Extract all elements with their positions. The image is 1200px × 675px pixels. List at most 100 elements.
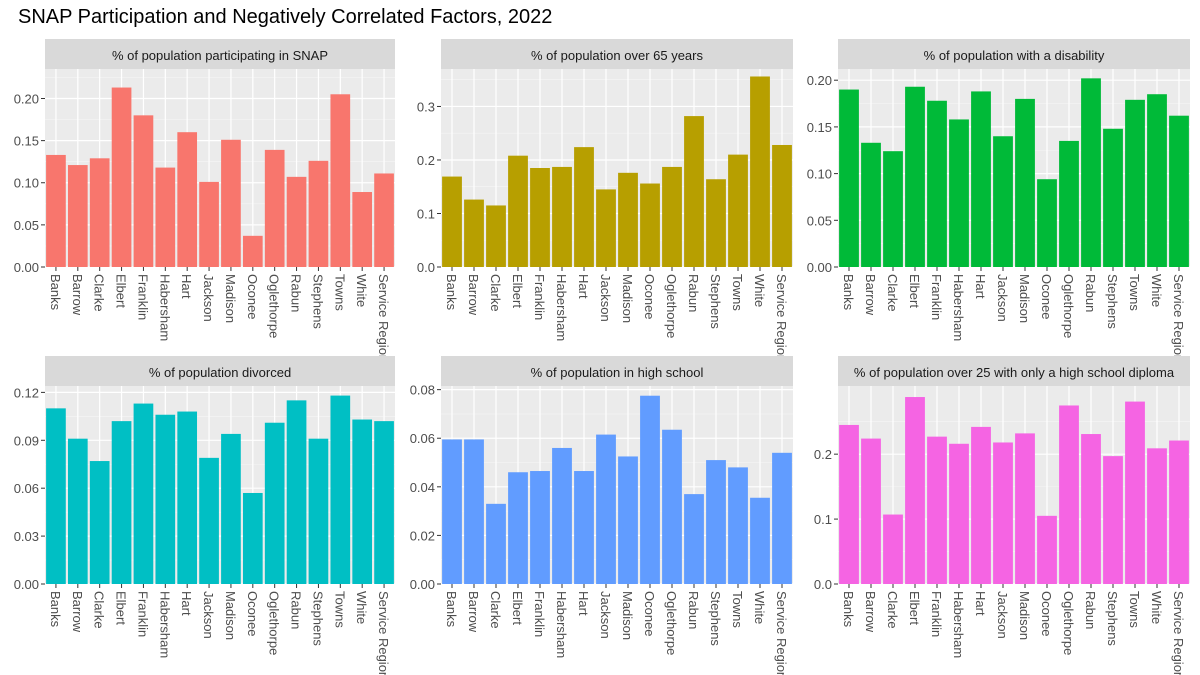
x-tick-label: Madison: [223, 591, 238, 640]
bar-service-region: [374, 421, 394, 584]
x-tick-label: Clarke: [885, 591, 900, 629]
bar-clarke: [883, 514, 903, 584]
x-tick-label: Stephens: [310, 591, 325, 646]
y-tick-label: 0.05: [14, 218, 39, 233]
x-tick-label: Madison: [620, 591, 635, 640]
y-tick-label: 0.04: [410, 480, 435, 495]
bar-hart: [971, 91, 991, 267]
x-tick-label: Jackson: [598, 591, 613, 639]
x-tick-label: White: [752, 274, 767, 307]
x-tick-label: Hart: [179, 274, 194, 299]
bar-clarke: [89, 461, 110, 584]
bar-service-region: [1169, 440, 1189, 584]
bar-rabun: [1081, 434, 1101, 584]
x-tick-label: Service Region: [774, 591, 789, 675]
x-tick-label: Jackson: [995, 274, 1010, 322]
x-tick-label: Habersham: [951, 274, 966, 341]
x-tick-label: Towns: [1127, 274, 1142, 311]
facet-strip: [45, 356, 395, 386]
x-tick-label: Oconee: [642, 274, 657, 320]
x-tick-label: White: [354, 591, 369, 624]
bar-oglethorpe: [264, 149, 285, 267]
bar-franklin: [927, 436, 947, 584]
x-tick-label: Hart: [576, 591, 591, 616]
bar-clarke: [486, 205, 506, 267]
x-tick-label: Elbert: [114, 591, 129, 625]
y-tick-label: 0.15: [807, 120, 832, 135]
x-tick-label: Oconee: [642, 591, 657, 637]
bar-barrow: [861, 142, 881, 267]
x-tick-label: Hart: [576, 274, 591, 299]
x-tick-label: Franklin: [135, 274, 150, 320]
x-tick-label: Hart: [973, 274, 988, 299]
bar-oconee: [1037, 179, 1057, 267]
x-tick-label: Elbert: [907, 591, 922, 625]
bar-service-region: [374, 173, 394, 267]
x-tick-label: Oglethorpe: [1061, 274, 1076, 338]
facet-5: % of population in high school 0.00 0.02 0.…: [410, 356, 793, 675]
bar-oconee: [1037, 515, 1057, 584]
bar-hart: [971, 426, 991, 584]
y-tick-label: 0.00: [807, 260, 832, 275]
y-tick-label: 0.05: [807, 213, 832, 228]
bar-habersham: [155, 414, 176, 584]
x-tick-label: Service Region: [774, 274, 789, 362]
y-tick-label: 0.10: [807, 167, 832, 182]
x-tick-label: Barrow: [863, 591, 878, 633]
y-tick-label: 0.1: [814, 512, 832, 527]
bar-hart: [177, 132, 198, 267]
bar-white: [352, 419, 373, 584]
figure-title: SNAP Participation and Negatively Correl…: [18, 6, 553, 28]
x-tick-label: Stephens: [708, 591, 723, 646]
bar-elbert: [905, 397, 925, 584]
x-tick-label: Barrow: [863, 274, 878, 316]
facet-strip: [45, 39, 395, 69]
x-tick-label: Habersham: [157, 274, 172, 341]
bar-banks: [442, 439, 462, 584]
x-tick-label: White: [1149, 274, 1164, 307]
x-tick-label: Rabun: [686, 591, 701, 629]
bar-towns: [1125, 99, 1145, 267]
bar-service-region: [1169, 115, 1189, 267]
x-tick-label: Clarke: [885, 274, 900, 312]
bar-banks: [839, 89, 859, 267]
y-tick-label: 0.12: [14, 385, 39, 400]
x-tick-label: Stephens: [310, 274, 325, 329]
x-tick-label: Towns: [332, 274, 347, 311]
bar-rabun: [1081, 78, 1101, 267]
x-tick-label: Clarke: [92, 274, 107, 312]
bar-clarke: [883, 151, 903, 267]
y-tick-label: 0.2: [417, 153, 435, 168]
bar-jackson: [596, 434, 616, 584]
bar-banks: [46, 154, 66, 267]
facet-title: % of population divorced: [149, 365, 291, 380]
y-tick-label: 0.09: [14, 433, 39, 448]
y-tick-label: 0.06: [410, 431, 435, 446]
x-tick-label: Service Region: [376, 274, 391, 362]
bar-barrow: [861, 438, 881, 584]
x-tick-label: Oglethorpe: [267, 591, 282, 655]
bar-banks: [46, 408, 66, 584]
bar-white: [750, 76, 770, 268]
y-tick-label: 0.20: [807, 73, 832, 88]
bar-oglethorpe: [1059, 405, 1079, 584]
bar-towns: [330, 395, 351, 584]
bar-madison: [618, 456, 638, 584]
x-tick-label: Franklin: [929, 591, 944, 637]
y-tick-label: 0.1: [417, 206, 435, 221]
x-tick-label: Franklin: [929, 274, 944, 320]
x-tick-label: Hart: [179, 591, 194, 616]
x-tick-label: Franklin: [532, 274, 547, 320]
y-tick-label: 0.20: [14, 91, 39, 106]
y-tick-label: 0.08: [410, 383, 435, 398]
bar-oglethorpe: [662, 429, 682, 584]
bar-banks: [442, 176, 462, 267]
bar-barrow: [67, 165, 88, 267]
x-tick-label: White: [354, 274, 369, 307]
x-tick-label: Barrow: [466, 591, 481, 633]
x-tick-label: Clarke: [488, 274, 503, 312]
bar-white: [1147, 94, 1167, 267]
bar-stephens: [706, 179, 726, 267]
bar-habersham: [552, 166, 572, 267]
